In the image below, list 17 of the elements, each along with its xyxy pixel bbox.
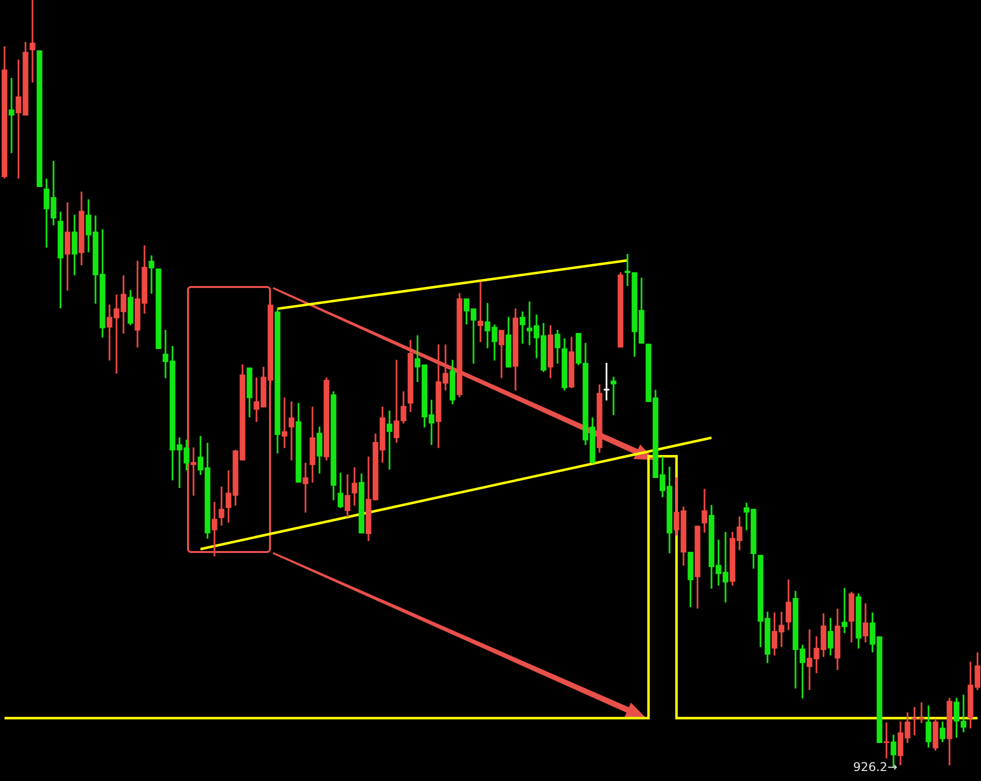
candlestick xyxy=(212,502,218,556)
candlestick xyxy=(302,462,308,513)
candlestick xyxy=(190,447,196,496)
candlestick xyxy=(884,722,890,758)
candlestick xyxy=(520,311,526,344)
candlestick xyxy=(218,486,224,526)
candlestick xyxy=(288,401,294,460)
candlestick xyxy=(842,588,848,634)
candlestick xyxy=(30,0,36,83)
candlestick xyxy=(282,397,288,448)
candlestick xyxy=(148,255,154,294)
candlestick xyxy=(386,410,392,470)
candlestick xyxy=(604,362,610,400)
candlestick xyxy=(478,282,484,342)
candlestick xyxy=(610,376,616,416)
candlestick xyxy=(8,78,14,154)
annotation: 926.2→ xyxy=(853,760,898,774)
